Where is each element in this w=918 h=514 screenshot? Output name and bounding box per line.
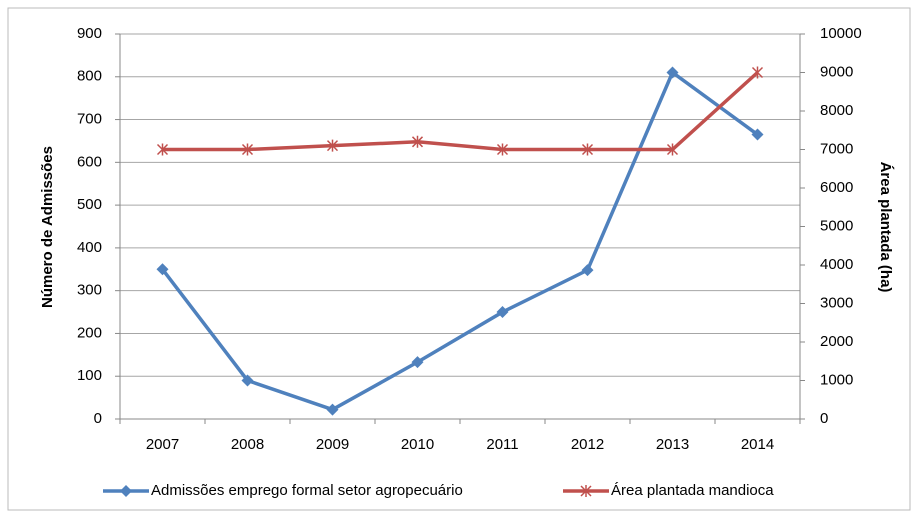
marker: [496, 143, 509, 156]
y-tick-label: 400: [77, 239, 102, 256]
marker: [580, 485, 592, 497]
y-tick-label: 0: [94, 410, 102, 427]
x-tick-label: 2012: [571, 436, 604, 453]
marker: [326, 139, 339, 152]
x-tick-label: 2011: [486, 436, 518, 453]
x-tick-label: 2013: [656, 436, 689, 453]
marker: [581, 143, 594, 156]
marker: [666, 143, 679, 156]
marker: [156, 263, 169, 276]
legend-label: Área plantada mandioca: [611, 482, 774, 499]
x-tick-label: 2010: [401, 436, 434, 453]
y2-tick-label: 2000: [820, 333, 853, 350]
y2-tick-label: 10000: [820, 25, 862, 42]
y2-tick-label: 3000: [820, 294, 853, 311]
marker: [751, 128, 764, 141]
y2-tick-label: 0: [820, 410, 828, 427]
series-line: [161, 69, 759, 412]
x-tick-label: 2008: [231, 436, 264, 453]
series-line: [162, 71, 759, 152]
marker: [411, 135, 424, 148]
y-tick-label: 500: [77, 196, 102, 213]
marker: [156, 143, 169, 156]
y-tick-label: 200: [77, 324, 102, 341]
y-tick-label: 800: [77, 68, 102, 85]
legend-label: Admissões emprego formal setor agropecuá…: [151, 482, 463, 499]
marker: [120, 485, 132, 497]
marker: [666, 66, 679, 79]
y2-tick-label: 6000: [820, 179, 853, 196]
y-tick-label: 900: [77, 25, 102, 42]
chart-frame: [7, 7, 911, 511]
y-tick-label: 600: [77, 153, 102, 170]
x-tick-label: 2007: [146, 436, 179, 453]
marker: [751, 66, 764, 79]
y2-tick-label: 8000: [820, 102, 853, 119]
y2-tick-label: 1000: [820, 371, 853, 388]
y-tick-label: 700: [77, 111, 102, 128]
marker: [496, 306, 509, 319]
y-axis-title: Número de Admissões: [39, 146, 56, 308]
y-tick-label: 300: [77, 282, 102, 299]
y2-axis-title: Área plantada (ha): [877, 162, 894, 293]
marker: [326, 403, 339, 416]
y-tick-label: 100: [77, 367, 102, 384]
x-tick-label: 2009: [316, 436, 349, 453]
y2-tick-label: 5000: [820, 217, 853, 234]
marker: [241, 143, 254, 156]
y2-tick-label: 4000: [820, 256, 853, 273]
marker: [581, 264, 594, 277]
marker: [411, 356, 424, 369]
y2-tick-label: 7000: [820, 140, 853, 157]
x-tick-label: 2014: [741, 436, 774, 453]
marker: [241, 374, 254, 387]
y2-tick-label: 9000: [820, 63, 853, 80]
